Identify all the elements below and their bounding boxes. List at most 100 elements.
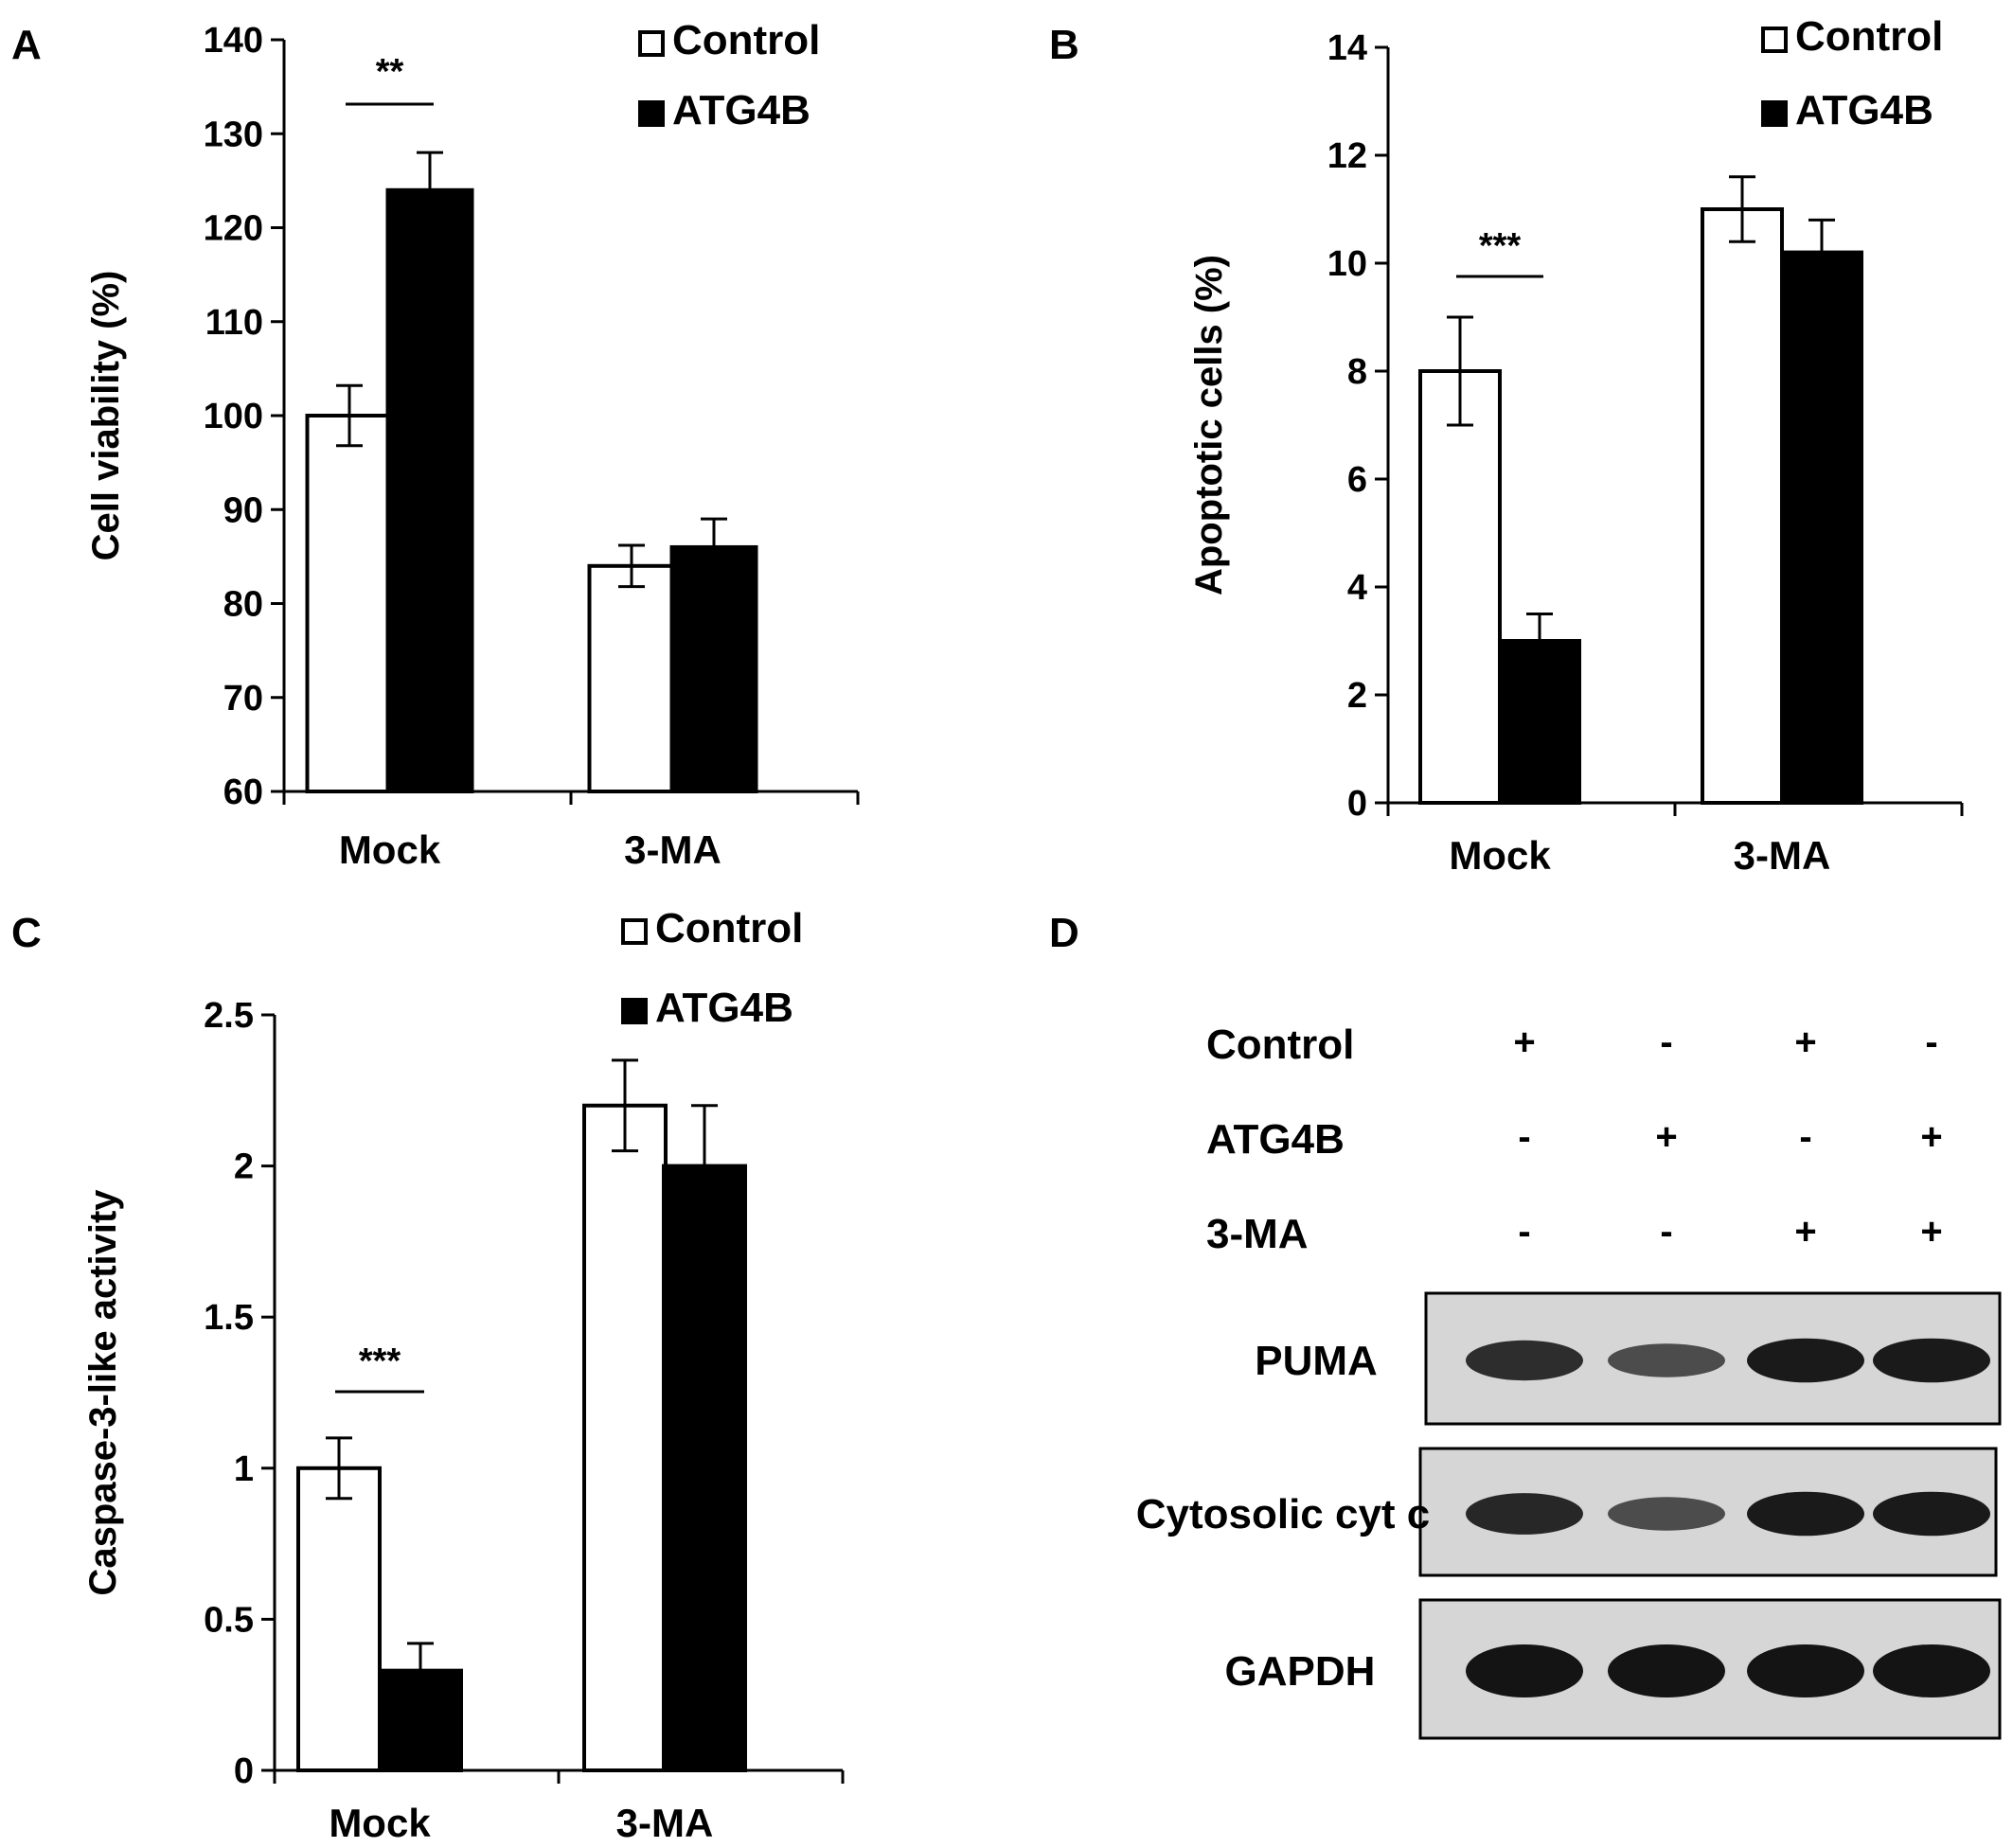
condition-sign: - xyxy=(1518,1211,1530,1253)
y-tick-label: 2 xyxy=(1347,676,1367,716)
bar-atg4b-3-ma xyxy=(669,544,758,793)
bar-control-mock xyxy=(305,414,394,793)
legend-swatch xyxy=(1761,27,1788,53)
x-tick-label: Mock xyxy=(329,1801,431,1845)
bar-control-3-ma xyxy=(587,563,676,793)
legend-label: ATG4B xyxy=(1795,87,1933,133)
protein-band xyxy=(1873,1644,1990,1697)
legend-swatch xyxy=(638,100,665,127)
condition-sign: - xyxy=(1799,1116,1811,1158)
protein-band xyxy=(1747,1491,1864,1537)
condition-label: Control xyxy=(1206,1022,1354,1068)
legend: Control ATG4B xyxy=(638,17,820,133)
protein-band xyxy=(1466,1340,1583,1381)
y-axis-title: Caspase-3-like activity xyxy=(82,1189,124,1596)
legend-swatch xyxy=(1761,100,1788,127)
panel-letter: D xyxy=(1049,910,1079,956)
protein-band xyxy=(1747,1338,1864,1383)
y-tick-label: 0 xyxy=(1347,784,1367,824)
y-tick-label: 4 xyxy=(1347,568,1367,608)
legend-swatch xyxy=(638,30,665,57)
significance-label: *** xyxy=(359,1342,401,1381)
legend-swatch xyxy=(621,918,648,945)
y-tick-label: 90 xyxy=(223,490,263,530)
y-tick-label: 140 xyxy=(204,21,263,61)
y-tick-label: 80 xyxy=(223,585,263,625)
y-tick-label: 14 xyxy=(1327,28,1367,68)
significance-label: ** xyxy=(376,52,404,92)
protein-band xyxy=(1466,1493,1583,1535)
legend-label: Control xyxy=(1795,13,1943,60)
panel-letter: A xyxy=(11,22,42,68)
y-tick-label: 10 xyxy=(1327,244,1367,284)
chart-panel-b: B 0 2 4 6 8 10 12 14 Apoptotic cells (%) Mock 3-MA *… xyxy=(1049,13,1964,878)
blot-panel: D Control + - + - ATG4B - + - +3-MA - - + + PUMA Cytosol… xyxy=(1049,910,2002,1740)
blot-row: PUMA xyxy=(1255,1291,2002,1426)
condition-sign: + xyxy=(1920,1116,1942,1158)
protein-label: GAPDH xyxy=(1225,1648,1376,1695)
panel-letter: B xyxy=(1049,22,1079,68)
condition-sign: - xyxy=(1518,1116,1530,1158)
bar-control-3-ma xyxy=(582,1103,668,1772)
protein-band xyxy=(1873,1491,1990,1537)
y-tick-label: 6 xyxy=(1347,460,1367,500)
y-tick-label: 130 xyxy=(204,115,263,154)
condition-sign: - xyxy=(1660,1211,1672,1253)
y-tick-label: 8 xyxy=(1347,352,1367,392)
blot-row: Cytosolic cyt c xyxy=(1136,1447,1998,1577)
protein-band xyxy=(1873,1338,1990,1383)
y-axis-title: Cell viability (%) xyxy=(85,271,127,561)
protein-label: PUMA xyxy=(1255,1338,1378,1384)
condition-sign: - xyxy=(1660,1022,1672,1063)
protein-band xyxy=(1608,1644,1725,1697)
condition-sign: + xyxy=(1794,1211,1816,1253)
x-tick-label: 3-MA xyxy=(624,827,721,872)
legend-swatch xyxy=(621,998,648,1024)
bar-control-mock xyxy=(1418,369,1502,805)
protein-band xyxy=(1608,1343,1725,1377)
x-tick-label: 3-MA xyxy=(616,1801,714,1845)
y-tick-label: 100 xyxy=(204,397,263,436)
y-tick-label: 1.5 xyxy=(204,1298,254,1338)
blot-row: GAPDH xyxy=(1225,1598,2002,1740)
y-tick-label: 60 xyxy=(223,773,263,812)
legend: Control ATG4B xyxy=(621,905,803,1031)
significance-label: *** xyxy=(1479,226,1522,266)
condition-label: ATG4B xyxy=(1206,1116,1345,1163)
bar-control-3-ma xyxy=(1701,207,1784,805)
protein-label: Cytosolic cyt c xyxy=(1136,1491,1431,1537)
y-tick-label: 12 xyxy=(1327,136,1367,176)
bar-atg4b-3-ma xyxy=(1780,250,1863,806)
y-tick-label: 2.5 xyxy=(204,996,254,1036)
condition-sign: + xyxy=(1920,1211,1942,1253)
condition-label: 3-MA xyxy=(1206,1211,1309,1257)
y-axis-title: Apoptotic cells (%) xyxy=(1188,255,1230,595)
protein-band xyxy=(1747,1644,1864,1697)
x-tick-label: Mock xyxy=(339,827,441,872)
y-tick-label: 1 xyxy=(234,1449,254,1489)
protein-band xyxy=(1466,1644,1583,1697)
condition-sign: + xyxy=(1794,1022,1816,1063)
legend-label: Control xyxy=(655,905,803,951)
y-tick-label: 0 xyxy=(234,1751,254,1791)
legend-label: Control xyxy=(672,17,820,63)
panel-letter: C xyxy=(11,910,42,956)
y-tick-label: 120 xyxy=(204,209,263,249)
legend-label: ATG4B xyxy=(655,985,793,1031)
y-tick-label: 70 xyxy=(223,679,263,719)
protein-band xyxy=(1608,1497,1725,1531)
bar-control-mock xyxy=(296,1466,382,1773)
y-tick-label: 0.5 xyxy=(204,1600,254,1640)
y-tick-label: 2 xyxy=(234,1147,254,1187)
chart-panel-c: C 0 0.5 1 1.5 2 2.5 Caspase-3-like activity Mock… xyxy=(11,905,845,1845)
x-tick-label: 3-MA xyxy=(1734,833,1831,878)
chart-panel-a: A 60 70 80 90 100 110 120 130 140 Cell viability (… xyxy=(11,17,860,872)
legend-label: ATG4B xyxy=(672,87,811,133)
condition-sign: + xyxy=(1655,1116,1677,1158)
condition-sign: + xyxy=(1513,1022,1535,1063)
condition-sign: - xyxy=(1925,1022,1937,1063)
y-tick-label: 110 xyxy=(205,303,263,343)
legend: Control ATG4B xyxy=(1761,13,1943,133)
bar-atg4b-mock xyxy=(385,187,474,794)
